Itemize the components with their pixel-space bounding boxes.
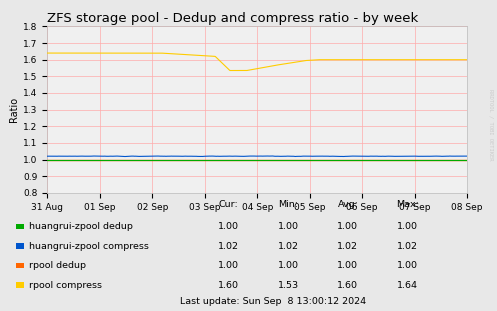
Text: RRDTOOL / TOBI OETIKER: RRDTOOL / TOBI OETIKER — [489, 89, 494, 160]
Text: 1.00: 1.00 — [278, 261, 299, 270]
Text: ZFS storage pool - Dedup and compress ratio - by week: ZFS storage pool - Dedup and compress ra… — [47, 12, 418, 25]
Text: 1.00: 1.00 — [337, 261, 358, 270]
Text: 1.60: 1.60 — [337, 281, 358, 290]
Text: 1.60: 1.60 — [218, 281, 239, 290]
Text: 1.02: 1.02 — [218, 242, 239, 250]
Text: 1.02: 1.02 — [397, 242, 418, 250]
Text: 1.00: 1.00 — [218, 261, 239, 270]
Text: 1.02: 1.02 — [337, 242, 358, 250]
Text: 1.53: 1.53 — [278, 281, 299, 290]
Text: 1.00: 1.00 — [397, 261, 418, 270]
Text: Cur:: Cur: — [219, 200, 239, 209]
Text: huangrui-zpool compress: huangrui-zpool compress — [29, 242, 149, 250]
Text: 1.02: 1.02 — [278, 242, 299, 250]
Text: Last update: Sun Sep  8 13:00:12 2024: Last update: Sun Sep 8 13:00:12 2024 — [180, 297, 366, 306]
Text: huangrui-zpool dedup: huangrui-zpool dedup — [29, 222, 133, 231]
Y-axis label: Ratio: Ratio — [9, 97, 19, 122]
Text: rpool dedup: rpool dedup — [29, 261, 86, 270]
Text: Max:: Max: — [396, 200, 419, 209]
Text: rpool compress: rpool compress — [29, 281, 102, 290]
Text: 1.00: 1.00 — [278, 222, 299, 231]
Text: 1.00: 1.00 — [337, 222, 358, 231]
Text: Avg:: Avg: — [337, 200, 358, 209]
Text: Min:: Min: — [278, 200, 298, 209]
Text: 1.00: 1.00 — [218, 222, 239, 231]
Text: 1.64: 1.64 — [397, 281, 418, 290]
Text: 1.00: 1.00 — [397, 222, 418, 231]
